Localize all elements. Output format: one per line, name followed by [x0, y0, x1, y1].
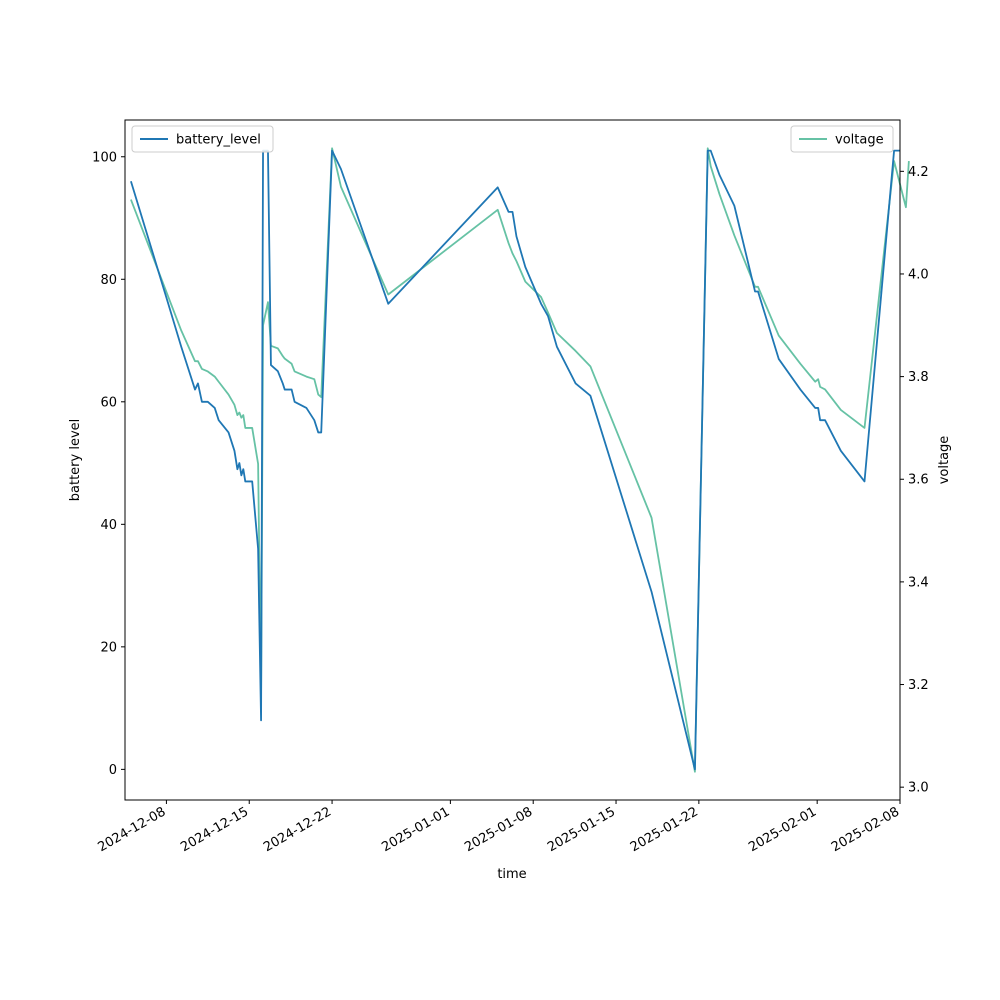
- y-tick-label-left: 100: [92, 150, 117, 165]
- x-tick-label: 2025-01-08: [462, 804, 535, 855]
- y-axis-label-right: voltage: [937, 436, 952, 485]
- y-tick-label-right: 3.4: [908, 575, 929, 590]
- x-tick-label: 2025-02-08: [829, 804, 902, 855]
- y-tick-label-left: 80: [100, 273, 117, 288]
- plot-frame: [124, 119, 901, 801]
- y-tick-label-right: 3.8: [908, 370, 929, 385]
- x-tick-label: 2024-12-22: [261, 804, 334, 855]
- legend-voltage: voltage: [790, 125, 894, 153]
- legend-label: battery_level: [176, 133, 261, 148]
- x-tick-label: 2025-01-22: [628, 804, 701, 855]
- x-axis: 2024-12-08 2024-12-15 2024-12-22 2025-01-01…: [95, 800, 902, 855]
- x-tick-label: 2025-01-15: [545, 804, 618, 855]
- y-axis-label-left: battery level: [68, 419, 83, 502]
- legend-label: voltage: [835, 133, 884, 148]
- x-tick-label: 2024-12-15: [178, 804, 251, 855]
- series-line-battery-level: [130, 149, 900, 771]
- plot-area: [124, 119, 910, 801]
- y-tick-label-left: 40: [100, 518, 117, 533]
- x-tick-label: 2024-12-08: [95, 804, 168, 855]
- y-tick-label-right: 3.0: [908, 781, 929, 796]
- y-tick-label-left: 60: [100, 395, 117, 410]
- legends: battery_level voltage: [131, 125, 894, 153]
- y-tick-label-left: 0: [109, 763, 117, 778]
- x-tick-label: 2025-02-01: [746, 804, 819, 855]
- y-axis-right: 3.0 3.2 3.4 3.6 3.8 4.0 4.2: [900, 165, 929, 796]
- y-tick-label-left: 20: [100, 640, 117, 655]
- legend-battery-level: battery_level: [131, 125, 274, 153]
- x-tick-label: 2025-01-01: [379, 804, 452, 855]
- legend-box: [131, 125, 274, 153]
- x-axis-label: time: [497, 867, 526, 882]
- y-tick-label-right: 3.6: [908, 473, 929, 488]
- legend-box: [790, 125, 894, 153]
- y-tick-label-right: 3.2: [908, 678, 929, 693]
- y-tick-label-right: 4.0: [908, 267, 929, 282]
- series-line-voltage: [130, 147, 910, 773]
- y-axis-left: 0 20 40 60 80 100: [92, 150, 125, 778]
- y-tick-label-right: 4.2: [908, 165, 929, 180]
